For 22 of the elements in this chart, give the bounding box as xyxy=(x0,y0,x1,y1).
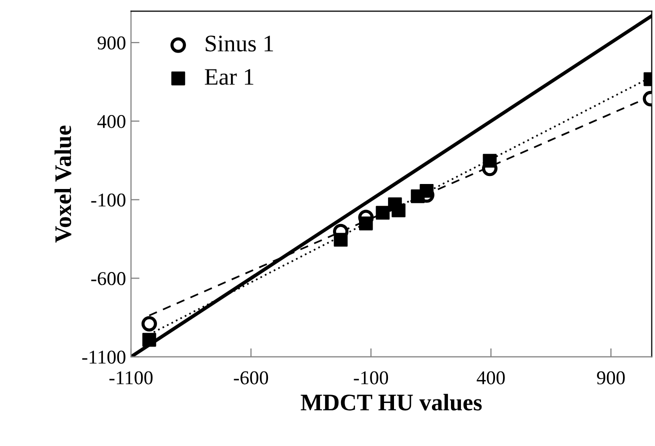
x-tick-label: -100 xyxy=(354,371,388,384)
y-tick-label: 400 xyxy=(97,114,126,128)
point xyxy=(482,154,497,168)
y-tick-label: -100 xyxy=(91,194,126,207)
point xyxy=(334,232,348,247)
legend-label: Ear 1 xyxy=(204,69,254,85)
x-tick-label: 400 xyxy=(476,371,505,384)
point xyxy=(359,216,373,230)
y-tick-label: -1100 xyxy=(82,350,126,364)
legend-label: Sinus 1 xyxy=(206,36,273,52)
point xyxy=(142,332,156,347)
y-tick-label: -600 xyxy=(91,272,126,286)
point xyxy=(392,203,406,218)
x-tick-label: -600 xyxy=(234,371,268,384)
y-tick-label: 900 xyxy=(98,36,126,50)
x-tick-label: -1100 xyxy=(109,371,153,384)
point xyxy=(376,206,390,220)
x-axis-title: MDCT HU values xyxy=(300,394,482,411)
point xyxy=(420,184,434,198)
point xyxy=(141,316,157,332)
y-axis-title: Voxel Value xyxy=(54,126,72,243)
x-tick-label: 900 xyxy=(596,371,625,384)
